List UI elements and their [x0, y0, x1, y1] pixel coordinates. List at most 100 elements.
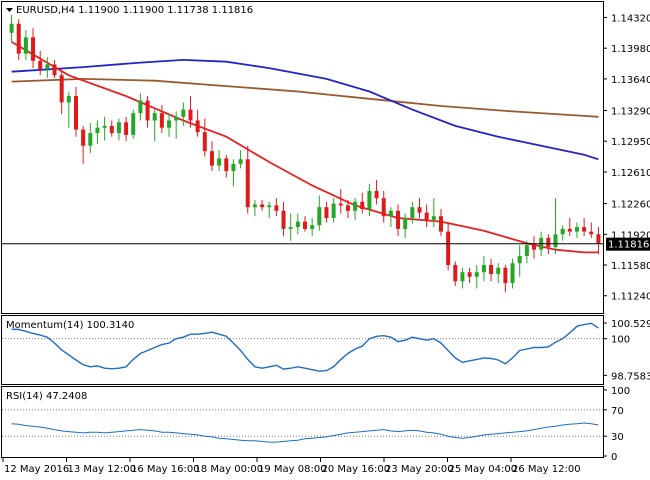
candle-body	[331, 203, 336, 219]
candle-body	[546, 237, 551, 247]
candle	[410, 201, 415, 224]
candle	[152, 109, 157, 142]
candle	[102, 116, 107, 141]
candle	[553, 198, 558, 255]
candle-body	[410, 207, 415, 219]
rsi-tick-label: 70	[611, 406, 624, 417]
candle-body	[310, 225, 315, 229]
rsi-tick-label: 30	[611, 432, 624, 443]
time-tick-label: 18 May 00:00	[195, 464, 264, 475]
candle-body	[374, 190, 379, 199]
candle	[360, 192, 365, 214]
candle-body	[131, 113, 136, 135]
candle	[474, 265, 479, 289]
candle-body	[23, 37, 28, 54]
rsi-pane-frame	[1, 386, 604, 458]
ma-brown-line	[11, 77, 599, 118]
candle-body	[567, 228, 572, 232]
candle	[252, 199, 257, 217]
candle-body	[109, 125, 114, 134]
candle	[517, 245, 522, 277]
candle-body	[532, 245, 537, 250]
price-pane: 1.14320 1.13980 1.13640 1.13290 1.12950 1.126…	[1, 1, 650, 314]
dropdown-triangle-icon[interactable]	[6, 8, 13, 12]
candle	[295, 213, 300, 235]
candle-body	[338, 203, 343, 206]
candle-body	[252, 204, 257, 208]
price-pane-frame	[1, 1, 604, 314]
candle-body	[202, 132, 207, 152]
candle	[145, 96, 150, 128]
candle	[381, 190, 386, 223]
candle	[345, 199, 350, 219]
candle	[188, 96, 193, 128]
candle	[303, 216, 307, 232]
candle-body	[424, 212, 429, 220]
candle	[224, 154, 229, 178]
price-tick-label: 1.12610	[611, 168, 650, 179]
candle-body	[367, 190, 372, 209]
candle	[159, 105, 164, 134]
time-tick-label: 26 May 12:00	[512, 464, 581, 475]
candle	[267, 201, 272, 219]
candle	[195, 109, 200, 137]
candle-body	[88, 133, 93, 146]
candle	[281, 201, 286, 237]
momentum-tick-label: 98.7583	[611, 371, 650, 382]
candle	[274, 198, 279, 217]
candle	[231, 159, 236, 187]
price-tick-label: 1.12260	[611, 200, 650, 211]
candle-body	[303, 221, 307, 229]
candle-body	[489, 265, 494, 275]
price-tick-label: 1.14320	[611, 13, 650, 24]
candle	[353, 198, 358, 220]
candle	[489, 258, 494, 282]
candle	[38, 50, 43, 76]
candle	[95, 120, 100, 144]
price-y-axis: 1.14320 1.13980 1.13640 1.13290 1.12950 1.126…	[603, 13, 650, 303]
current-price-label: 1.11816	[608, 240, 649, 251]
candle-body	[16, 23, 21, 54]
candle	[510, 258, 515, 289]
candle	[574, 222, 579, 238]
candle	[202, 118, 207, 157]
candle-body	[152, 113, 157, 121]
candle-body	[195, 120, 200, 133]
rsi-y-axis: 100 70 30 0	[603, 386, 630, 463]
price-tick-label: 1.13290	[611, 107, 650, 118]
candle-body	[274, 205, 279, 211]
candle	[374, 180, 379, 205]
candle-body	[95, 127, 100, 134]
candle	[288, 213, 293, 241]
candle	[546, 234, 551, 255]
price-tick-label: 1.11920	[611, 230, 650, 241]
candle-body	[267, 205, 272, 208]
candle-body	[317, 207, 322, 226]
candle	[88, 123, 93, 153]
candle-body	[167, 120, 172, 128]
candle-body	[81, 129, 86, 146]
candle	[460, 267, 465, 289]
candle	[560, 225, 565, 241]
candle-body	[503, 267, 508, 284]
rsi-title: RSI(14) 47.2408	[6, 391, 87, 402]
candle	[596, 227, 601, 255]
price-tick-label: 1.12950	[611, 137, 650, 148]
candle	[73, 87, 78, 137]
candle	[496, 263, 501, 284]
candle-body	[138, 100, 143, 114]
candle-body	[474, 272, 479, 277]
chart-title: EURUSD,H4 1.11900 1.11900 1.11738 1.1181…	[16, 5, 253, 16]
candle-body	[116, 122, 121, 134]
candle	[417, 198, 422, 219]
candle-body	[66, 96, 71, 103]
candle	[431, 198, 436, 228]
candle-body	[260, 204, 265, 208]
candle-body	[496, 267, 501, 275]
candle	[367, 183, 372, 217]
candle-body	[396, 210, 401, 229]
candle-body	[381, 198, 386, 217]
candle	[338, 189, 343, 214]
